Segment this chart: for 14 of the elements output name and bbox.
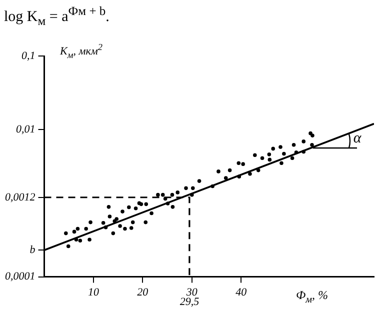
chart-title: log K$_{м}$ = a$^{Фм + b}$. [4,4,110,29]
annotation: α [353,130,362,146]
x-tick-label: 10 [88,286,100,298]
annotation: 29,5 [180,296,200,308]
x-axis-title: Ф$_{м}$, % [296,288,328,306]
x-tick-label: 40 [236,286,248,298]
x-tick-label: 30 [185,286,198,298]
y-tick-label: 0,0012 [5,191,36,204]
y-axis-title: K$_{м}$, мкм$^{2}$ [60,42,102,60]
y-tick-label: b [30,244,36,256]
y-tick-label: 0,0001 [5,270,36,283]
y-tick-label: 0,01 [16,123,36,136]
x-tick-label: 20 [137,286,149,298]
y-tick-label: 0,1 [22,50,36,62]
